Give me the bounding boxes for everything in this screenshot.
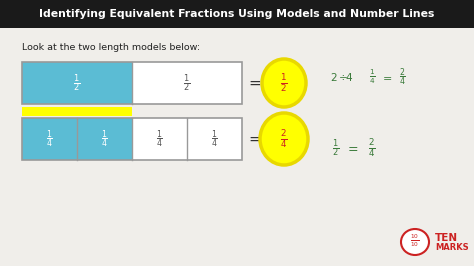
Bar xyxy=(132,118,187,160)
Text: $=$: $=$ xyxy=(345,142,359,155)
Text: =: = xyxy=(249,131,261,147)
Text: =: = xyxy=(249,76,261,90)
Bar xyxy=(22,118,77,160)
Text: $\frac{1}{4}$: $\frac{1}{4}$ xyxy=(369,68,375,86)
Text: $=$: $=$ xyxy=(380,72,392,82)
Text: $\frac{1}{4}$: $\frac{1}{4}$ xyxy=(46,128,53,150)
Bar xyxy=(22,118,242,160)
Bar xyxy=(77,118,132,160)
Bar xyxy=(22,62,132,104)
Text: Look at the two length models below:: Look at the two length models below: xyxy=(22,44,200,52)
Text: $\frac{1}{4}$: $\frac{1}{4}$ xyxy=(211,128,218,150)
Bar xyxy=(132,62,242,104)
Bar xyxy=(22,62,242,104)
Text: $\frac{2}{4}$: $\frac{2}{4}$ xyxy=(368,137,376,159)
Text: MARKS: MARKS xyxy=(435,243,469,251)
Text: TEN: TEN xyxy=(435,233,458,243)
Text: Identifying Equivalent Fractions Using Models and Number Lines: Identifying Equivalent Fractions Using M… xyxy=(39,9,435,19)
Text: $2\div\!\!4$: $2\div\!\!4$ xyxy=(330,71,354,83)
Text: $\frac{1}{2}$: $\frac{1}{2}$ xyxy=(183,72,191,94)
Text: $\frac{1}{2}$: $\frac{1}{2}$ xyxy=(73,72,81,94)
Bar xyxy=(22,107,132,116)
Text: $\frac{2}{4}$: $\frac{2}{4}$ xyxy=(280,128,288,150)
Bar xyxy=(187,118,242,160)
Text: $\frac{1}{4}$: $\frac{1}{4}$ xyxy=(101,128,108,150)
Text: $\frac{1}{2}$: $\frac{1}{2}$ xyxy=(332,137,339,159)
Text: $\frac{2}{4}$: $\frac{2}{4}$ xyxy=(399,66,405,88)
Ellipse shape xyxy=(260,113,308,165)
Text: $\frac{10}{10}$: $\frac{10}{10}$ xyxy=(410,233,420,249)
Bar xyxy=(0,0,474,28)
Text: $\frac{1}{2}$: $\frac{1}{2}$ xyxy=(280,72,288,94)
Ellipse shape xyxy=(262,59,306,107)
Text: $\frac{1}{4}$: $\frac{1}{4}$ xyxy=(156,128,163,150)
Ellipse shape xyxy=(401,229,429,255)
